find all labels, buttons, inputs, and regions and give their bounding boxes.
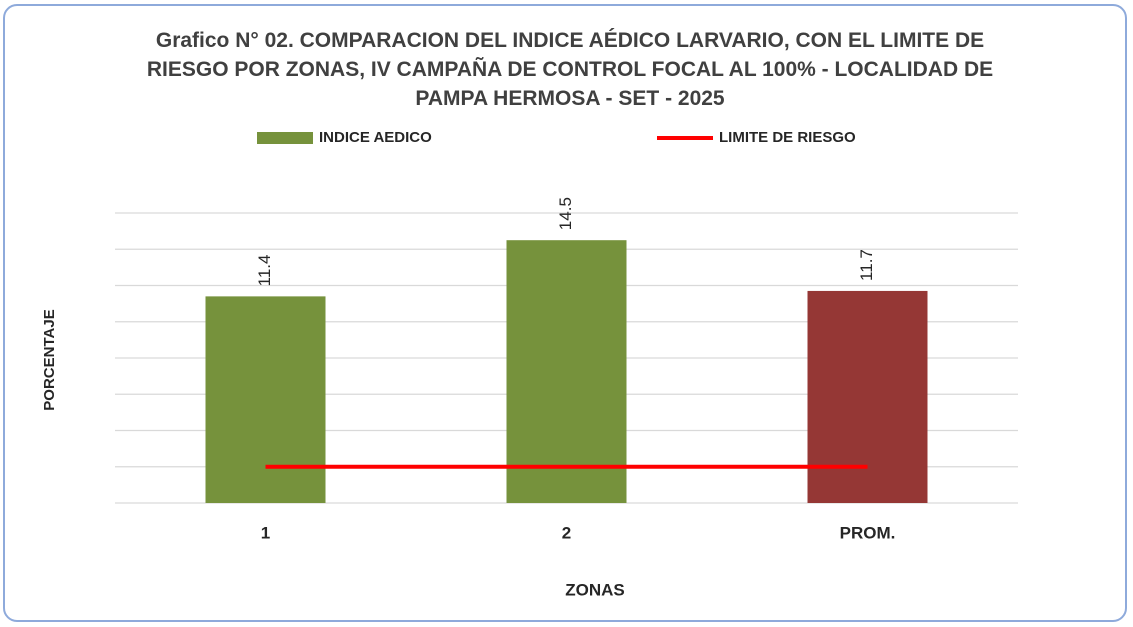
x-tick-label: PROM. — [840, 523, 896, 542]
bar — [205, 296, 326, 503]
data-label: 11.4 — [255, 255, 274, 287]
chart-title: Grafico N° 02. COMPARACION DEL INDICE AÉ… — [146, 29, 994, 110]
legend-label: LIMITE DE RIESGO — [719, 129, 856, 146]
x-tick-label: 1 — [261, 523, 270, 542]
legend-label: INDICE AEDICO — [319, 129, 432, 146]
bar — [807, 290, 928, 503]
x-axis-label: ZONAS — [565, 580, 625, 599]
bar — [506, 240, 627, 503]
data-label: 14.5 — [556, 197, 575, 230]
legend-swatch — [257, 132, 313, 144]
x-tick-label: 2 — [562, 523, 571, 542]
y-axis-label: PORCENTAJE — [41, 309, 58, 410]
chart-frame — [3, 4, 1127, 622]
data-label: 11.7 — [857, 249, 876, 281]
